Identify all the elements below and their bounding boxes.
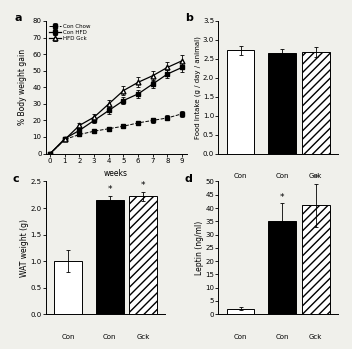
Text: Gck: Gck: [137, 334, 150, 340]
Text: Gck: Gck: [309, 173, 322, 179]
Y-axis label: WAT weight (g): WAT weight (g): [20, 219, 29, 277]
Text: *: *: [280, 193, 284, 202]
Text: *: *: [107, 185, 112, 194]
Bar: [96, 200, 124, 314]
Bar: [268, 221, 296, 314]
Text: *: *: [141, 181, 145, 190]
Text: c: c: [12, 173, 19, 184]
Text: d: d: [185, 173, 193, 184]
Text: b: b: [185, 13, 193, 23]
Text: Chow: Chow: [231, 207, 250, 213]
Text: Con: Con: [234, 173, 247, 179]
Text: Gck: Gck: [309, 334, 322, 340]
Text: Con: Con: [234, 334, 247, 340]
Bar: [227, 51, 254, 154]
Y-axis label: Food Intake (g / day / animal): Food Intake (g / day / animal): [195, 36, 201, 139]
X-axis label: weeks: weeks: [104, 169, 128, 178]
Bar: [302, 52, 329, 154]
Legend: Con Chow, Con HFD, HFD Gck: Con Chow, Con HFD, HFD Gck: [49, 24, 90, 41]
Bar: [54, 261, 82, 314]
Bar: [302, 205, 329, 314]
Bar: [268, 53, 296, 154]
Text: Con: Con: [276, 334, 289, 340]
Text: Con: Con: [103, 334, 117, 340]
Bar: [129, 196, 157, 314]
Text: Con: Con: [276, 173, 289, 179]
Y-axis label: % Body weight gain: % Body weight gain: [18, 49, 27, 125]
Text: *: *: [313, 174, 318, 183]
Text: Con: Con: [61, 334, 75, 340]
Text: a: a: [15, 13, 22, 23]
Text: HFD: HFD: [292, 207, 306, 213]
Y-axis label: Leptin (ng/ml): Leptin (ng/ml): [195, 221, 204, 275]
Bar: [227, 309, 254, 314]
